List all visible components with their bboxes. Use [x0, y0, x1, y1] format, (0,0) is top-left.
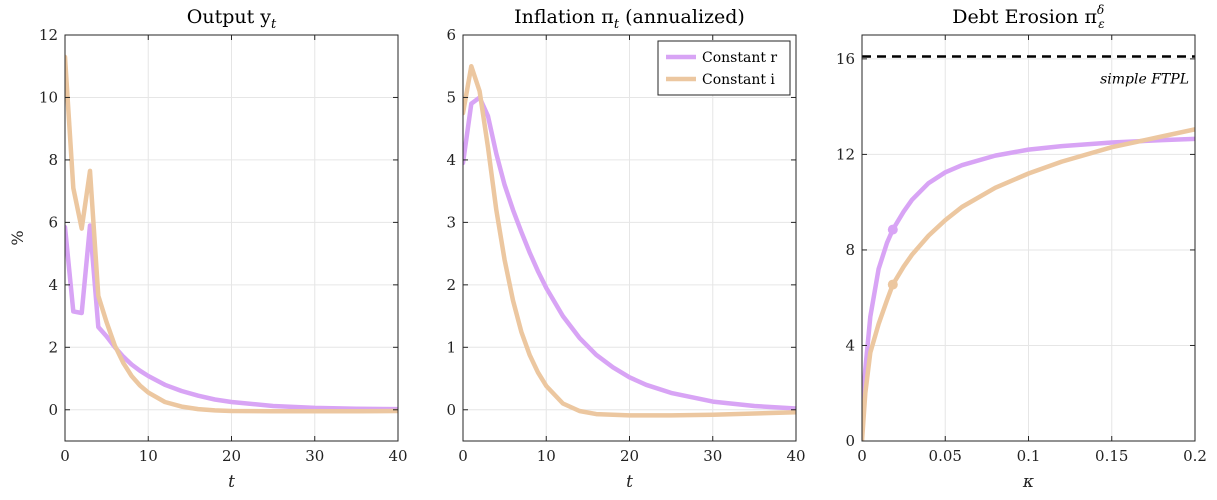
series-line-2 [862, 127, 1195, 441]
x-tick-label: 0 [60, 447, 70, 465]
x-tick-label: 0.1 [1017, 447, 1041, 465]
y-tick-label: 5 [446, 88, 456, 106]
chart-title-suffix: (annualized) [619, 6, 745, 28]
y-axis-label: % [8, 230, 27, 245]
y-tick-label: 8 [48, 151, 58, 169]
y-tick-label: 4 [48, 276, 58, 294]
legend-label-2: Constant i [702, 72, 775, 88]
reference-line-label: simple FTPL [1100, 71, 1189, 87]
chart-title: Debt Erosion πδ ε [952, 3, 1104, 31]
series-line-1 [862, 136, 1195, 415]
y-tick-label: 6 [48, 213, 58, 231]
x-tick-label: 0.15 [1095, 447, 1128, 465]
y-tick-label: 12 [836, 145, 855, 163]
x-tick-label: 0.2 [1183, 447, 1207, 465]
y-tick-label: 0 [48, 401, 58, 419]
y-tick-label: 3 [446, 213, 456, 231]
x-tick-label: 0 [857, 447, 867, 465]
x-tick-label: 10 [139, 447, 158, 465]
y-tick-label: 4 [446, 151, 456, 169]
series-line-1 [463, 95, 796, 411]
panel-3: simple FTPL 0 0.05 0.1 0.15 0.2 0 4 8 12 16 Debt Er… [836, 3, 1207, 492]
chart-title-main: Inflation π [514, 6, 614, 28]
y-tick-label: 8 [845, 241, 855, 259]
legend: Constant r Constant i [657, 40, 791, 96]
x-tick-label: 0.05 [929, 447, 962, 465]
y-tick-label: 16 [836, 50, 855, 68]
y-tick-label: 2 [446, 276, 456, 294]
chart-title: Output yt [187, 6, 277, 32]
y-tick-label: 0 [446, 401, 456, 419]
x-tick-label: 20 [222, 447, 241, 465]
y-tick-label: 2 [48, 338, 58, 356]
chart-title-subscript: ε [1098, 17, 1104, 31]
y-tick-label: 0 [845, 432, 855, 450]
legend-box [657, 40, 791, 96]
x-tick-label: 40 [786, 447, 805, 465]
chart-title-main: Debt Erosion π [952, 6, 1097, 28]
x-axis-label: κ [1022, 472, 1034, 492]
chart-title-subscript: t [614, 17, 620, 32]
x-axis-label: t [228, 472, 235, 492]
y-tick-label: 10 [39, 88, 58, 106]
x-tick-label: 20 [620, 447, 639, 465]
y-tick-label: 4 [845, 336, 855, 354]
x-tick-label: 30 [703, 447, 722, 465]
series-marker-1 [887, 224, 898, 235]
y-tick-label: 6 [446, 26, 456, 44]
chart-title: Inflation πt (annualized) [514, 6, 745, 32]
y-tick-label: 1 [446, 338, 456, 356]
series-line-2 [463, 63, 796, 418]
chart-title-main: Output y [187, 6, 272, 28]
x-tick-label: 40 [388, 447, 407, 465]
x-tick-label: 0 [458, 447, 468, 465]
x-tick-label: 10 [537, 447, 556, 465]
series-line-2 [65, 54, 398, 414]
x-tick-label: 30 [305, 447, 324, 465]
legend-label-1: Constant r [702, 50, 777, 66]
series-line-1 [65, 223, 398, 412]
series-marker-2 [887, 279, 898, 290]
x-axis-label: t [626, 472, 633, 492]
chart-title-superscript: δ [1097, 3, 1104, 17]
y-tick-label: 12 [39, 26, 58, 44]
chart-title-subscript: t [271, 17, 277, 32]
